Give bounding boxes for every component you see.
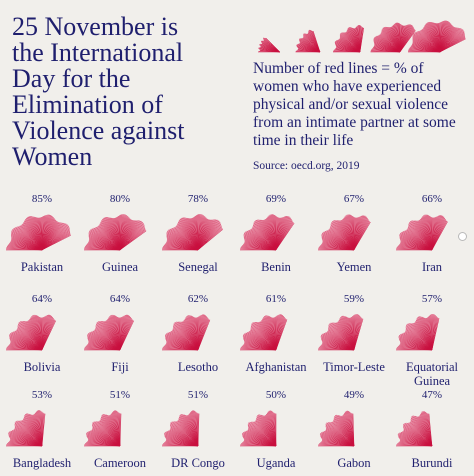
fan-fiji-line bbox=[119, 320, 135, 351]
legend-fan bbox=[258, 37, 281, 53]
legend-fan bbox=[408, 20, 466, 53]
fan-gabon bbox=[318, 410, 355, 447]
fan-equatorial-guinea-line bbox=[431, 318, 440, 351]
fan-yemen bbox=[318, 214, 371, 251]
legend-fan-line bbox=[399, 30, 416, 53]
fan-guinea-line bbox=[119, 230, 147, 251]
fan-guinea bbox=[84, 214, 147, 251]
fan-timor-leste bbox=[318, 314, 364, 351]
fan-iran-line bbox=[431, 221, 448, 251]
fan-cameroon-line bbox=[119, 413, 122, 447]
fan-fiji bbox=[84, 314, 135, 351]
fan-senegal bbox=[162, 214, 224, 251]
legend-description: Number of red lines = % of women who hav… bbox=[253, 60, 456, 149]
legend-fan bbox=[295, 29, 321, 53]
fan-timor-leste-line bbox=[353, 318, 364, 351]
fan-gabon-line bbox=[352, 413, 355, 447]
fan-benin-line bbox=[275, 223, 295, 251]
fan-pakistan-line bbox=[41, 235, 71, 251]
fan-afghanistan-line bbox=[275, 319, 288, 351]
fan-bolivia bbox=[6, 314, 57, 351]
fan-lesotho-line bbox=[197, 319, 211, 351]
page-title: 25 November is the International Day for… bbox=[12, 12, 185, 171]
legend-fan-line bbox=[439, 38, 466, 53]
fan-pakistan bbox=[6, 214, 71, 251]
legend-fan bbox=[370, 22, 416, 53]
fan-cameroon bbox=[84, 410, 122, 447]
fan-bangladesh bbox=[6, 410, 46, 447]
fan-bangladesh-line bbox=[41, 413, 46, 447]
fan-uganda bbox=[240, 410, 277, 447]
fan-benin bbox=[240, 214, 295, 251]
fan-senegal-line bbox=[197, 229, 224, 251]
legend-fan-line bbox=[312, 30, 321, 53]
fan-chart-grid bbox=[6, 214, 448, 447]
fan-burundi-line bbox=[428, 413, 433, 447]
fan-equatorial-guinea bbox=[396, 314, 440, 351]
legend-fan-line bbox=[265, 37, 281, 53]
fan-bolivia-line bbox=[41, 320, 57, 351]
source-note: Source: oecd.org, 2019 bbox=[253, 160, 360, 172]
fan-lesotho bbox=[162, 314, 211, 351]
fan-dr-congo-line bbox=[197, 413, 200, 447]
scroll-indicator-dot[interactable] bbox=[458, 232, 467, 241]
fan-burundi bbox=[396, 411, 433, 447]
legend-fan-line bbox=[359, 27, 365, 53]
fan-dr-congo bbox=[162, 410, 200, 447]
legend-fan-scale bbox=[258, 20, 466, 53]
fan-iran bbox=[396, 214, 448, 251]
fan-yemen-line bbox=[353, 221, 371, 251]
fan-afghanistan bbox=[240, 314, 288, 351]
legend-fan bbox=[333, 25, 365, 53]
